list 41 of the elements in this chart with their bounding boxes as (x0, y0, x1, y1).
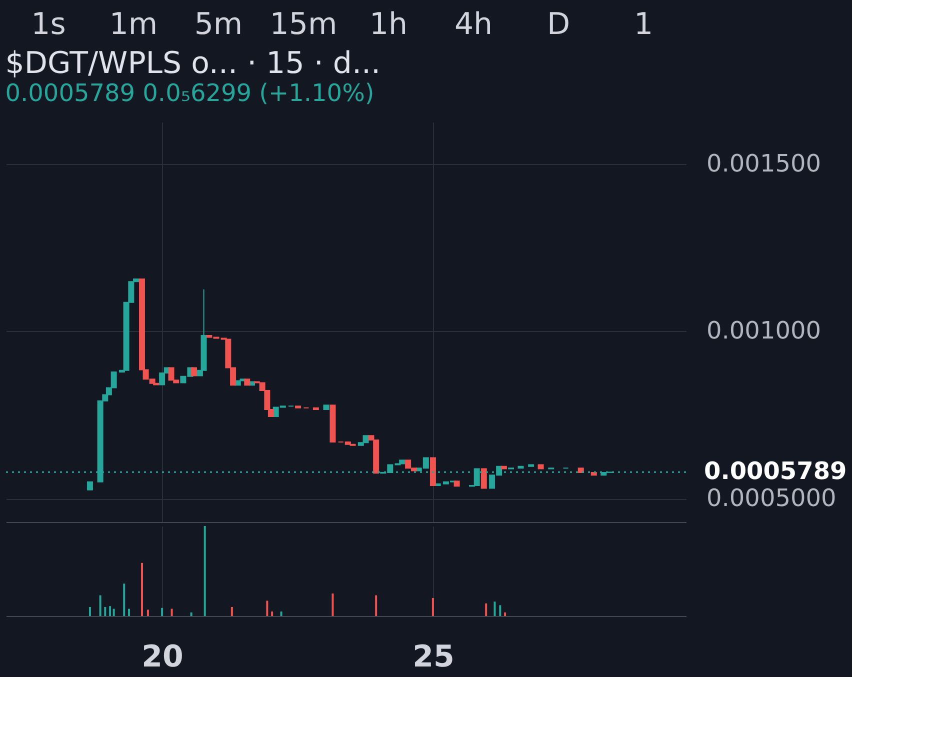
text: 1 (634, 7, 654, 42)
bar (432, 598, 434, 616)
bar (332, 594, 334, 616)
text: 1h (369, 7, 408, 42)
bar (494, 602, 496, 616)
bar (109, 606, 112, 616)
text: 1m (109, 7, 158, 42)
bar (499, 605, 502, 616)
text: 15m (270, 7, 338, 42)
bar (123, 584, 126, 616)
ref-line-label: 0.0005789 (704, 457, 847, 486)
bar (504, 612, 506, 616)
bar (141, 562, 143, 616)
bar (112, 608, 115, 616)
y-tick-label: 0.001000 (706, 316, 822, 345)
bar (104, 607, 106, 616)
bar (170, 608, 173, 616)
bar (230, 607, 233, 616)
bar (128, 608, 130, 616)
text: 1s (31, 7, 66, 42)
text: 4h (454, 7, 493, 42)
bar (485, 603, 488, 616)
chart-subtitle: 0.0005789 0.0₅6299 (+1.10%) (5, 79, 374, 107)
bar (146, 610, 149, 616)
bar (190, 612, 192, 616)
bar (99, 595, 102, 616)
chart-title: $DGT/WPLS o... · 15 · d... (5, 46, 381, 81)
bar (204, 526, 206, 616)
x-tick-label: 20 (142, 640, 184, 674)
bar (266, 600, 268, 616)
bar (161, 608, 164, 616)
bar (375, 595, 378, 616)
bar (280, 612, 282, 616)
text: D (546, 7, 570, 42)
bar (271, 612, 274, 616)
text: 5m (194, 7, 243, 42)
x-tick-label: 25 (412, 640, 454, 674)
y-tick-label: 0.0005000 (706, 484, 836, 512)
y-tick-label: 0.001500 (706, 149, 822, 178)
bar (88, 607, 91, 616)
candlestick (480, 468, 487, 489)
